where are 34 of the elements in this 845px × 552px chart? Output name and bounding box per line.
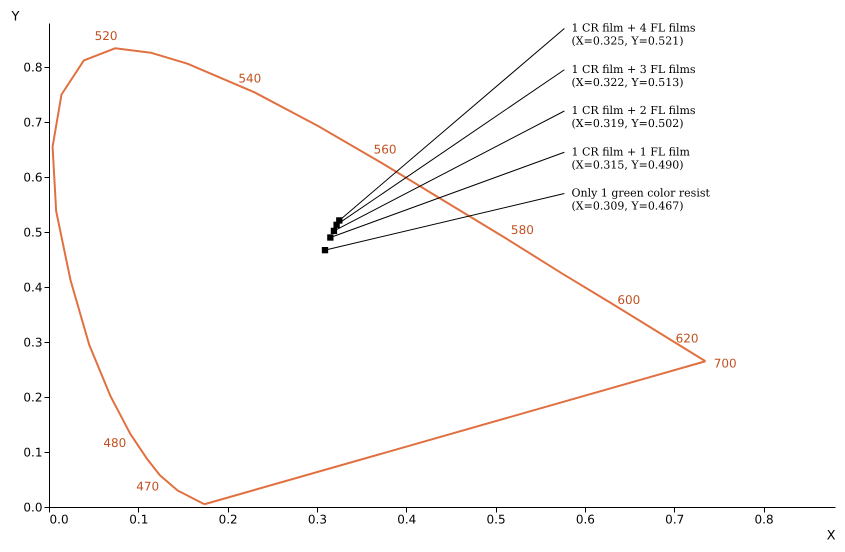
annotation: Only 1 green color resist (X=0.309, Y=0.467) [572, 186, 710, 212]
annotation: 1 CR film + 4 FL films (X=0.325, Y=0.521) [572, 22, 696, 48]
y-axis-title: Y [10, 10, 20, 24]
y-tick-label: 0.7 [23, 116, 42, 130]
annotation: 470 [136, 479, 160, 494]
x-tick-label: 0.3 [308, 512, 327, 526]
y-tick-label: 0.1 [23, 446, 42, 460]
x-axis-title: X [826, 528, 836, 544]
annotation: 540 [238, 72, 262, 86]
annotation: 1 CR film + 1 FL film (X=0.315, Y=0.490) [572, 145, 690, 172]
y-tick-label: 0.3 [23, 336, 42, 350]
y-tick-label: 0.8 [23, 60, 42, 74]
annotation: 620 [676, 331, 698, 346]
x-tick-label: 0.4 [397, 512, 416, 526]
annotation: 1 CR film + 3 FL films (X=0.322, Y=0.513) [572, 62, 696, 89]
annotation: 580 [510, 223, 534, 238]
annotation: 700 [714, 356, 737, 370]
x-tick-label: 0.5 [486, 512, 506, 526]
annotation: 560 [374, 142, 396, 156]
x-tick-label: 0.2 [218, 512, 238, 526]
y-tick-label: 0.4 [23, 280, 42, 294]
annotation: 600 [617, 292, 640, 307]
x-tick-label: 0.7 [665, 512, 684, 526]
x-tick-label: 0.0 [50, 512, 69, 526]
y-tick-label: 0.2 [23, 390, 42, 404]
annotation: 1 CR film + 2 FL films (X=0.319, Y=0.502) [572, 104, 696, 130]
y-tick-label: 0.5 [23, 226, 42, 240]
x-tick-label: 0.8 [754, 512, 774, 526]
x-tick-label: 0.6 [576, 512, 595, 526]
x-tick-label: 0.1 [129, 512, 148, 526]
y-tick-label: 0.6 [23, 170, 42, 184]
annotation: 520 [94, 28, 118, 43]
y-tick-label: 0.0 [23, 500, 42, 514]
annotation: 480 [103, 436, 126, 450]
